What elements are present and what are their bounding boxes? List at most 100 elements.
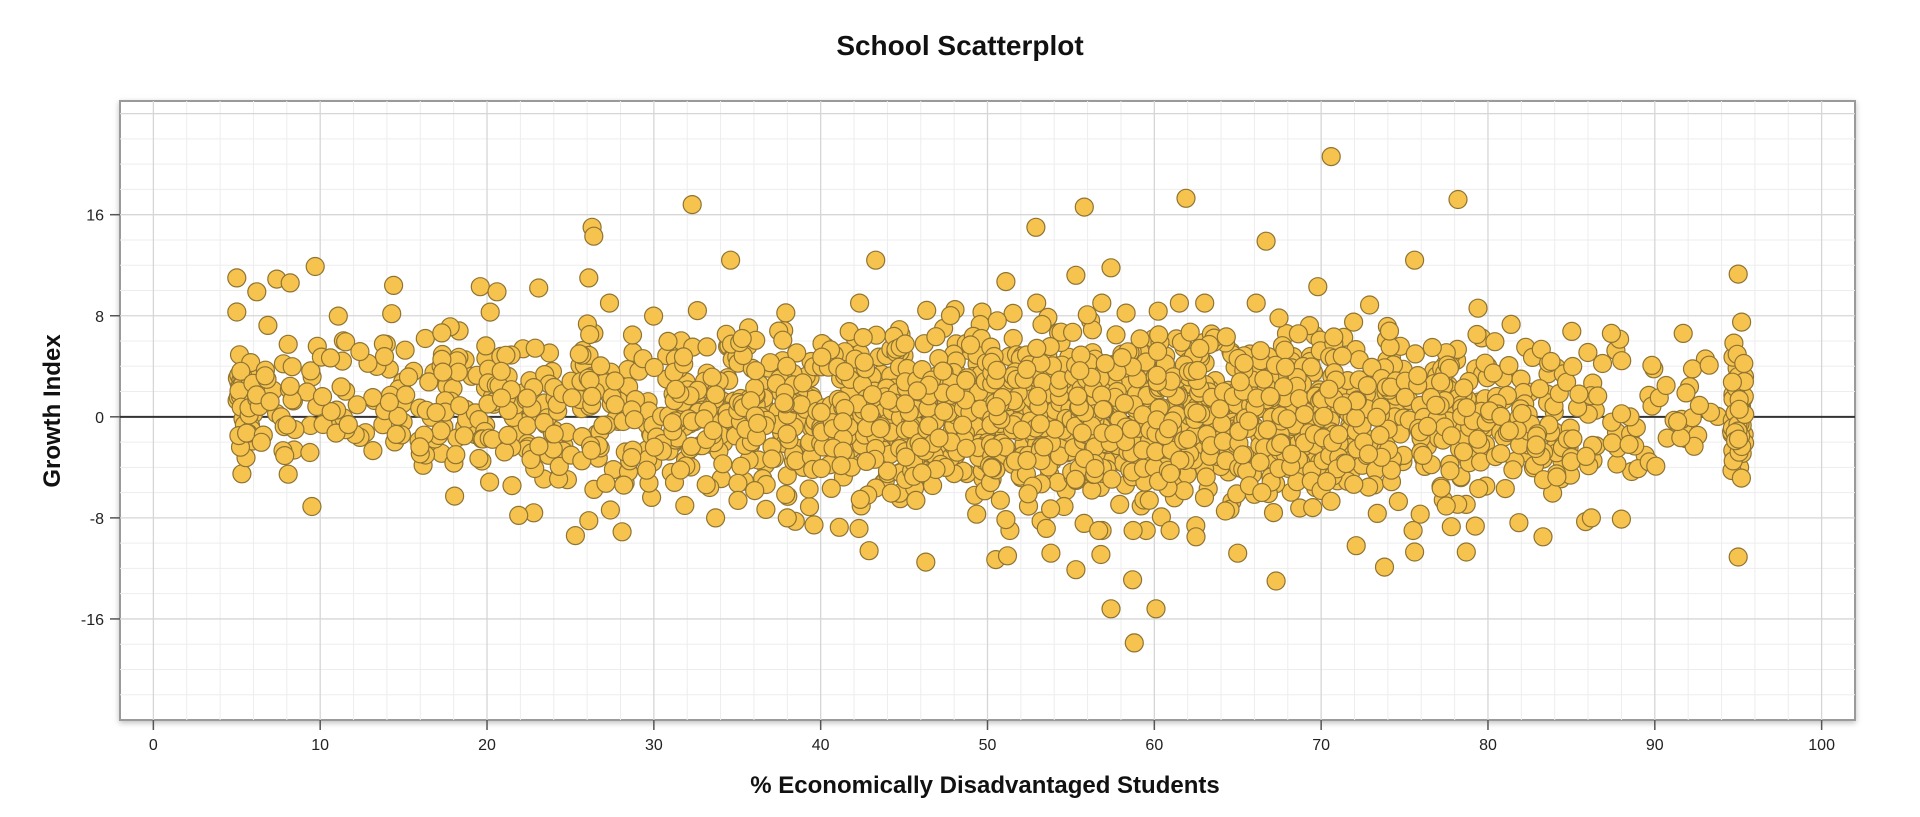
data-point xyxy=(1642,355,1662,375)
data-point xyxy=(705,385,726,405)
data-point xyxy=(328,306,348,326)
data-point xyxy=(1112,348,1132,368)
data-point xyxy=(426,402,446,423)
data-point xyxy=(1169,293,1190,313)
data-point xyxy=(544,424,564,444)
data-point xyxy=(1729,399,1749,419)
data-point xyxy=(1578,342,1598,363)
data-point xyxy=(1607,454,1627,474)
data-point xyxy=(590,356,611,376)
data-point xyxy=(491,388,512,408)
data-point xyxy=(549,456,569,476)
data-point xyxy=(728,473,748,493)
data-point xyxy=(986,397,1006,417)
data-point xyxy=(278,464,298,484)
data-point xyxy=(933,361,953,381)
data-point xyxy=(1646,456,1666,476)
data-point xyxy=(835,362,855,382)
data-point xyxy=(1562,321,1582,341)
data-point xyxy=(850,489,870,509)
data-point xyxy=(1501,314,1521,334)
data-point xyxy=(1116,303,1136,323)
data-point xyxy=(934,401,954,421)
data-point xyxy=(258,315,278,335)
data-point xyxy=(1357,376,1378,396)
data-point xyxy=(1234,353,1254,373)
data-point xyxy=(312,387,333,407)
data-point xyxy=(419,372,439,392)
data-point xyxy=(498,425,518,445)
data-point xyxy=(433,362,453,382)
data-point xyxy=(277,415,297,435)
data-point xyxy=(1256,231,1276,251)
data-point xyxy=(1408,366,1428,386)
data-point xyxy=(622,325,643,345)
data-point xyxy=(912,463,932,483)
data-point xyxy=(1077,305,1097,325)
data-point xyxy=(1453,442,1474,462)
y-axis-title: Growth Index xyxy=(39,334,66,488)
data-point xyxy=(1541,351,1561,372)
data-point xyxy=(862,385,883,405)
data-point xyxy=(773,330,793,350)
data-point xyxy=(1257,420,1278,440)
data-point xyxy=(581,440,602,460)
data-point xyxy=(1359,295,1380,315)
data-point xyxy=(525,338,545,358)
scatter-points xyxy=(227,147,1755,653)
data-point xyxy=(1178,429,1198,449)
data-point xyxy=(450,396,470,416)
data-point xyxy=(1147,341,1168,361)
data-point xyxy=(1454,378,1474,398)
data-point xyxy=(1288,324,1309,344)
data-point xyxy=(713,454,733,474)
data-point xyxy=(896,447,916,467)
data-point xyxy=(666,379,686,399)
data-point xyxy=(997,546,1018,566)
data-point xyxy=(1003,328,1023,349)
data-point xyxy=(1602,433,1622,453)
data-point xyxy=(350,342,370,362)
x-axis-title: % Economically Disadvantaged Students xyxy=(750,772,1219,799)
data-point xyxy=(1281,444,1302,464)
data-point xyxy=(940,306,961,326)
data-point xyxy=(1682,359,1703,379)
data-point xyxy=(1277,409,1297,429)
data-point xyxy=(1503,460,1523,480)
data-point xyxy=(1410,504,1430,524)
data-point xyxy=(487,282,507,302)
data-point xyxy=(777,508,797,528)
data-point xyxy=(916,552,936,572)
y-tick-label: -8 xyxy=(90,511,104,528)
chart-title: School Scatterplot xyxy=(836,30,1084,61)
data-point xyxy=(1491,406,1511,426)
data-point xyxy=(1344,474,1364,494)
data-point xyxy=(1370,425,1390,445)
data-point xyxy=(799,479,819,499)
data-point xyxy=(302,496,322,517)
data-point xyxy=(747,413,768,433)
data-point xyxy=(895,394,915,414)
data-point xyxy=(562,388,582,408)
x-tick-label: 100 xyxy=(1808,737,1835,754)
data-point xyxy=(1671,428,1691,448)
data-point xyxy=(1526,435,1546,455)
data-point xyxy=(1160,520,1180,541)
data-point xyxy=(517,416,537,436)
y-tick-label: 8 xyxy=(95,309,104,326)
data-point xyxy=(1441,426,1462,446)
x-tick-label: 50 xyxy=(979,737,997,754)
data-point xyxy=(282,357,302,377)
data-point xyxy=(1332,346,1352,366)
data-point xyxy=(1358,444,1379,464)
data-point xyxy=(956,438,976,458)
y-tick-label: 0 xyxy=(95,410,104,427)
data-point xyxy=(859,541,879,561)
data-point xyxy=(791,395,811,415)
data-point xyxy=(1104,424,1124,444)
data-point xyxy=(432,323,452,343)
data-point xyxy=(1102,469,1122,489)
data-point xyxy=(1160,463,1181,484)
data-point xyxy=(1588,386,1608,406)
data-point xyxy=(1734,353,1754,374)
